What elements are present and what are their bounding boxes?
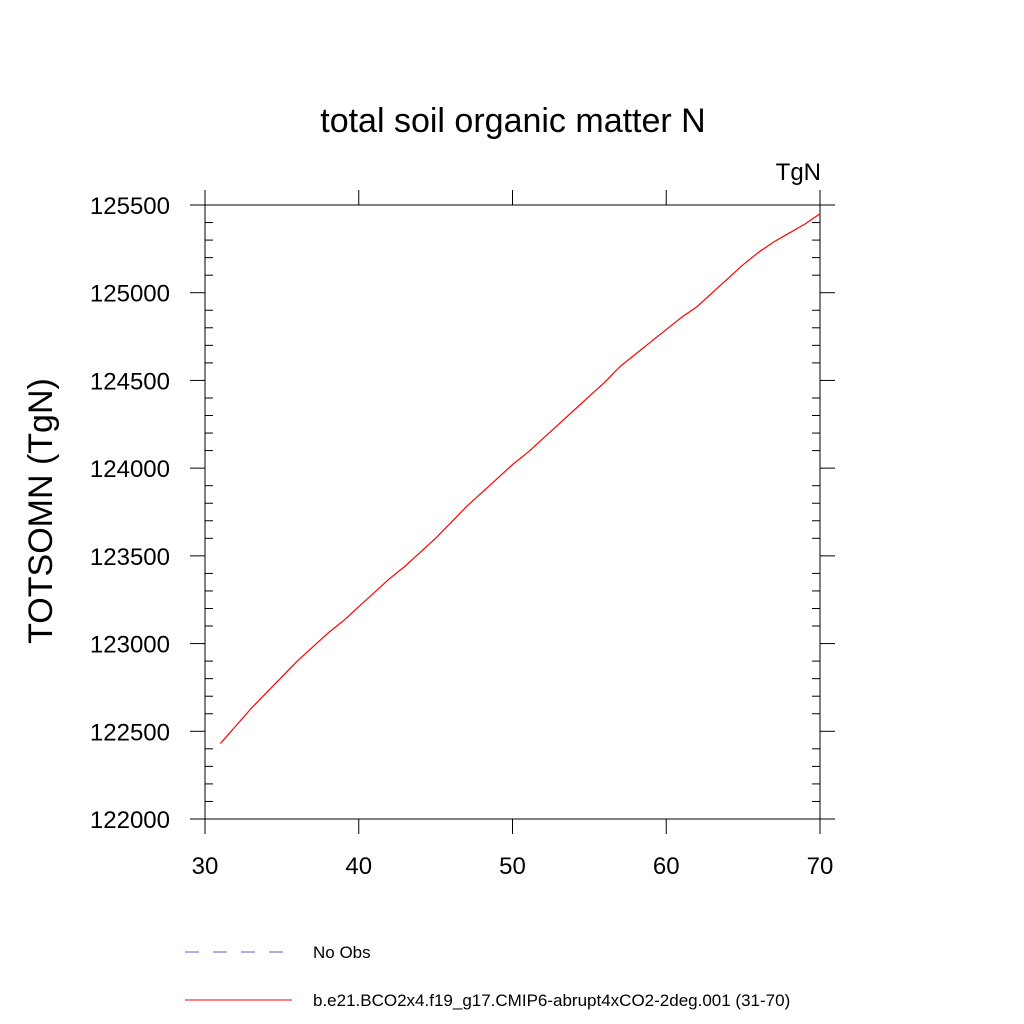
x-tick-label: 50	[499, 853, 526, 880]
y-axis-label: TOTSOMN (TgN)	[22, 378, 60, 644]
axis-tick-labels: 30 40 50 60 70 122000 122500 123000 123500 124000…	[90, 193, 833, 880]
y-tick-label: 124000	[90, 456, 170, 483]
y-tick-label: 122000	[90, 807, 170, 834]
y-tick-label: 124500	[90, 368, 170, 395]
x-tick-label: 30	[192, 853, 219, 880]
y-tick-label: 125000	[90, 281, 170, 308]
y-tick-label: 123500	[90, 544, 170, 571]
legend-label-0: No Obs	[313, 943, 371, 962]
y-tick-label: 122500	[90, 719, 170, 746]
series-line-1	[219, 213, 821, 744]
y-tick-label: 125500	[90, 193, 170, 220]
plot-frame	[204, 204, 821, 820]
y-tick-label: 123000	[90, 632, 170, 659]
legend-label-1: b.e21.BCO2x4.f19_g17.CMIP6-abrupt4xCO2-2…	[313, 991, 790, 1010]
x-tick-label: 70	[807, 853, 834, 880]
legend: No Obs b.e21.BCO2x4.f19_g17.CMIP6-abrupt4…	[185, 943, 790, 1010]
chart-title: total soil organic matter N	[320, 102, 706, 140]
series-lines	[219, 213, 821, 744]
axis-ticks	[190, 190, 835, 834]
x-tick-label: 40	[345, 853, 372, 880]
x-tick-label: 60	[653, 853, 680, 880]
units-label: TgN	[776, 159, 821, 186]
